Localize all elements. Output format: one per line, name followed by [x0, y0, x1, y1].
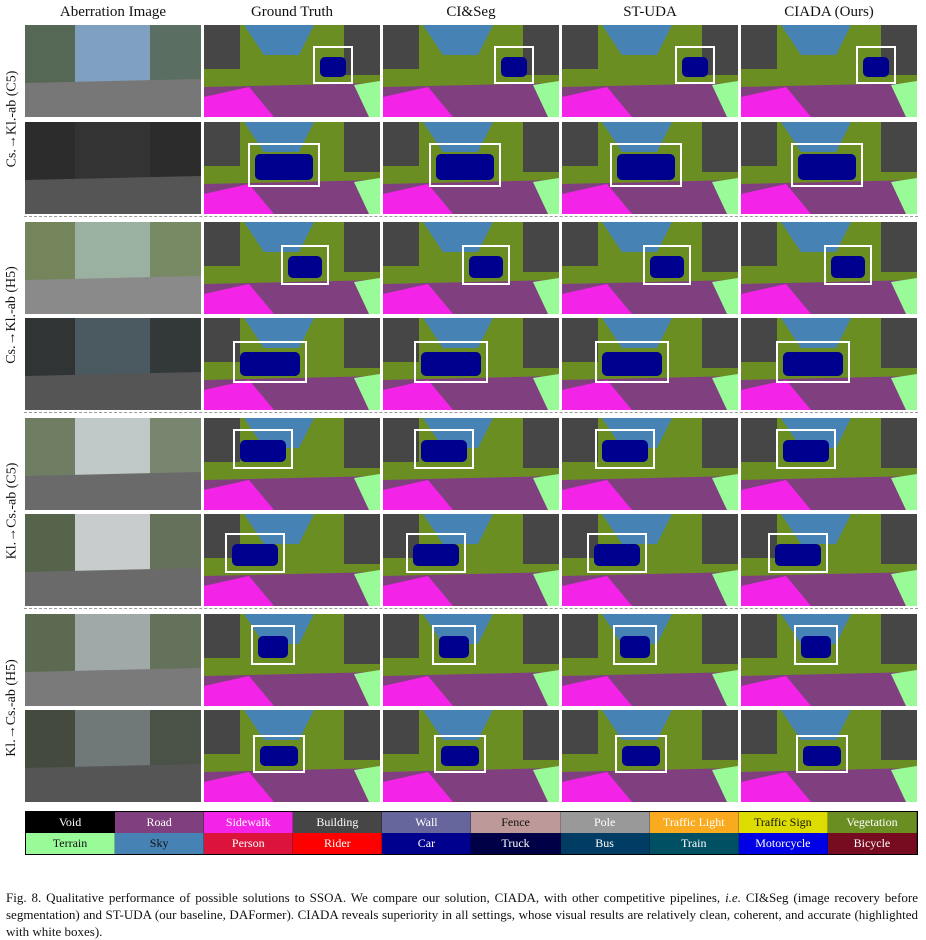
ciada-tile: [741, 222, 917, 314]
legend-sky: Sky: [115, 833, 205, 854]
ciada-tile: [741, 122, 917, 214]
legend-traffic-light: Traffic Light: [649, 812, 739, 833]
ciada-tile: [741, 614, 917, 706]
column-header-ground-truth: Ground Truth: [250, 4, 334, 20]
st-uda-tile: [562, 122, 738, 214]
legend-void: Void: [26, 812, 116, 833]
ground-truth-tile: [204, 318, 380, 410]
group-separator: [24, 412, 918, 413]
aberration-image-tile: [25, 222, 201, 314]
legend-vegetation: Vegetation: [827, 812, 917, 833]
ciada-tile: [741, 318, 917, 410]
legend-wall: Wall: [382, 812, 472, 833]
group-label-4: Kl.→Cs.-ab (H5): [4, 659, 20, 757]
legend-pole: Pole: [560, 812, 650, 833]
st-uda-tile: [562, 614, 738, 706]
ground-truth-tile: [204, 614, 380, 706]
ground-truth-tile: [204, 418, 380, 510]
aberration-image-tile: [25, 122, 201, 214]
column-header-aberration-image: Aberration Image: [59, 4, 167, 20]
legend-traffic-sign: Traffic Sign: [738, 812, 828, 833]
st-uda-tile: [562, 710, 738, 802]
legend-motorcycle: Motorcycle: [738, 833, 828, 854]
ground-truth-tile: [204, 710, 380, 802]
ci-seg-tile: [383, 514, 559, 606]
ground-truth-tile: [204, 122, 380, 214]
caption-prefix: Fig. 8. Qualitative performance of possi…: [6, 890, 721, 905]
group-label-3: Kl.→Cs.-ab (C5): [4, 462, 20, 560]
ciada-tile: [741, 710, 917, 802]
st-uda-tile: [562, 418, 738, 510]
class-legend: Void Road Sidewalk Building Wall Fence P…: [25, 811, 918, 855]
legend-building: Building: [293, 812, 383, 833]
legend-road: Road: [115, 812, 205, 833]
ci-seg-tile: [383, 222, 559, 314]
ci-seg-tile: [383, 418, 559, 510]
ground-truth-tile: [204, 514, 380, 606]
ciada-tile: [741, 25, 917, 117]
legend-bicycle: Bicycle: [827, 833, 917, 854]
legend-truck: Truck: [471, 833, 561, 854]
group-separator: [24, 608, 918, 609]
ci-seg-tile: [383, 25, 559, 117]
aberration-image-tile: [25, 318, 201, 410]
aberration-image-tile: [25, 514, 201, 606]
legend-bus: Bus: [560, 833, 650, 854]
ci-seg-tile: [383, 122, 559, 214]
caption-ie: i.e.: [725, 890, 741, 905]
aberration-image-tile: [25, 710, 201, 802]
legend-person: Person: [204, 833, 294, 854]
column-header-ci-seg: CI&Seg: [446, 4, 496, 20]
group-label-2: Cs.→Kl.-ab (H5): [4, 266, 20, 364]
legend-rider: Rider: [293, 833, 383, 854]
column-header-st-uda: ST-UDA: [623, 4, 677, 20]
aberration-image-tile: [25, 25, 201, 117]
ground-truth-tile: [204, 25, 380, 117]
group-separator: [24, 216, 918, 217]
legend-terrain: Terrain: [26, 833, 116, 854]
aberration-image-tile: [25, 614, 201, 706]
st-uda-tile: [562, 222, 738, 314]
figure-caption: Fig. 8. Qualitative performance of possi…: [6, 889, 918, 940]
ciada-tile: [741, 514, 917, 606]
ciada-tile: [741, 418, 917, 510]
st-uda-tile: [562, 318, 738, 410]
legend-fence: Fence: [471, 812, 561, 833]
legend-sidewalk: Sidewalk: [204, 812, 294, 833]
st-uda-tile: [562, 25, 738, 117]
group-label-1: Cs.→Kl.-ab (C5): [4, 70, 20, 168]
ci-seg-tile: [383, 318, 559, 410]
ci-seg-tile: [383, 710, 559, 802]
column-header-ciada: CIADA (Ours): [784, 4, 874, 20]
aberration-image-tile: [25, 418, 201, 510]
legend-train: Train: [649, 833, 739, 854]
ground-truth-tile: [204, 222, 380, 314]
legend-car: Car: [382, 833, 472, 854]
st-uda-tile: [562, 514, 738, 606]
ci-seg-tile: [383, 614, 559, 706]
